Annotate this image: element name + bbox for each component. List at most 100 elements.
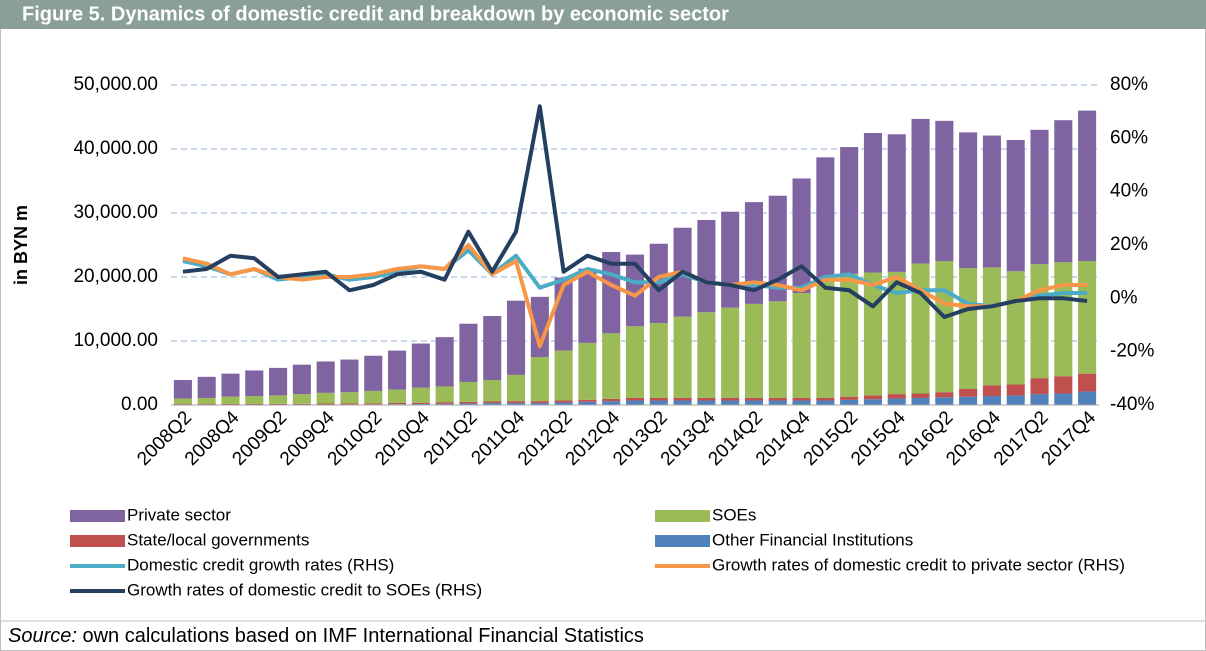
bar-segment xyxy=(364,355,383,391)
bar-segment xyxy=(530,357,549,402)
bar-segment xyxy=(792,293,811,398)
bar-segment xyxy=(459,323,478,382)
bar-segment xyxy=(625,397,645,401)
bar-segment xyxy=(245,370,264,397)
bar-segment xyxy=(530,401,549,404)
source-note: Source: own calculations based on IMF In… xyxy=(8,625,644,647)
bar-segment xyxy=(269,367,288,396)
bar-segment xyxy=(316,403,335,405)
bar-segment xyxy=(506,300,526,375)
bar-segment xyxy=(721,397,740,401)
bar-segment xyxy=(1030,264,1049,379)
bar-segment xyxy=(863,133,882,273)
bar-segment xyxy=(578,401,597,405)
bar-segment xyxy=(221,403,240,405)
bar-segment xyxy=(483,380,502,402)
bar-segment xyxy=(221,396,240,404)
bar-segment xyxy=(269,403,288,405)
bar-segment xyxy=(768,400,787,405)
bar-segment xyxy=(578,268,597,343)
bar-segment xyxy=(1078,373,1097,392)
bar-segment xyxy=(840,399,859,405)
y-tick-label: 30,000.00 xyxy=(73,202,158,223)
bar-segment xyxy=(625,254,645,327)
bar-segment xyxy=(959,268,978,389)
bar-segment xyxy=(483,401,502,404)
bar-segment xyxy=(1078,110,1097,261)
bar-segment xyxy=(173,404,192,405)
legend-swatch xyxy=(655,510,710,522)
bar-segment xyxy=(292,403,311,405)
bar-segment xyxy=(625,326,645,398)
bar-segment xyxy=(935,392,954,398)
y2-tick-label: 40% xyxy=(1110,181,1148,202)
bar-segment xyxy=(388,389,407,403)
bar-segment xyxy=(697,397,716,401)
bar-segment xyxy=(411,387,430,403)
legend-label: State/local governments xyxy=(127,530,309,549)
bar-segment xyxy=(388,350,407,390)
bar-segment xyxy=(435,386,454,403)
bar-segment xyxy=(1054,120,1073,263)
bar-segment xyxy=(673,397,692,401)
bar-segment xyxy=(744,397,764,401)
bar-segment xyxy=(721,307,740,398)
bar-segment xyxy=(792,400,811,405)
bar-segment xyxy=(697,400,716,405)
bar-segment xyxy=(792,178,811,293)
legend-label: Other Financial Institutions xyxy=(712,530,913,549)
bar-segment xyxy=(721,211,740,308)
bar-segment xyxy=(1006,271,1025,385)
bar-segment xyxy=(506,403,526,405)
legend-label: Private sector xyxy=(127,505,231,524)
bar-segment xyxy=(816,397,835,401)
bar-segment xyxy=(744,400,764,405)
header-bar xyxy=(0,0,1206,29)
source-text: own calculations based on IMF Internatio… xyxy=(77,625,644,647)
line-series xyxy=(182,104,1088,319)
y-axis-label: in BYN m xyxy=(11,205,31,285)
bar-segment xyxy=(887,271,906,395)
bar-segment xyxy=(411,402,430,405)
bar-segment xyxy=(649,400,668,405)
y2-tick-label: 20% xyxy=(1110,234,1148,255)
bar-segment xyxy=(435,403,454,405)
bar-segment xyxy=(602,401,621,405)
bar-segment xyxy=(340,392,359,404)
y2-tick-label: 80% xyxy=(1110,74,1148,95)
y2-tick-label: -40% xyxy=(1110,394,1154,415)
bar-segment xyxy=(173,380,192,399)
source-label: Source: xyxy=(8,625,77,647)
bar-segment xyxy=(744,202,764,304)
legend-label: Growth rates of domestic credit to priva… xyxy=(712,555,1125,574)
bar-segment xyxy=(816,280,835,398)
bar-segment xyxy=(982,385,1001,397)
bar-segment xyxy=(554,350,573,401)
bar-segment xyxy=(459,381,478,402)
bar-segment xyxy=(744,303,764,398)
bar-segment xyxy=(1030,394,1049,405)
bar-segment xyxy=(697,220,716,313)
bar-segment xyxy=(530,403,549,405)
bar-segment xyxy=(935,120,954,261)
y2-tick-label: 0% xyxy=(1110,287,1138,308)
bar-segment xyxy=(935,397,954,405)
bar-segment xyxy=(982,396,1001,405)
legend-swatch xyxy=(70,535,125,547)
bar-segment xyxy=(435,337,454,387)
bar-segment xyxy=(863,272,882,396)
bar-segment xyxy=(840,396,859,400)
bar-segment xyxy=(506,401,526,404)
bar-segment xyxy=(721,400,740,405)
bar-segment xyxy=(292,394,311,404)
bar-segment xyxy=(459,403,478,405)
bar-segment xyxy=(435,402,454,404)
y-tick-label: 40,000.00 xyxy=(73,138,158,159)
bar-segment xyxy=(411,343,430,388)
bar-segment xyxy=(911,397,930,405)
bar-segment xyxy=(673,400,692,405)
bar-segment xyxy=(364,390,383,404)
bar-segment xyxy=(340,403,359,405)
bar-segment xyxy=(269,395,288,404)
bar-segment xyxy=(578,399,597,402)
